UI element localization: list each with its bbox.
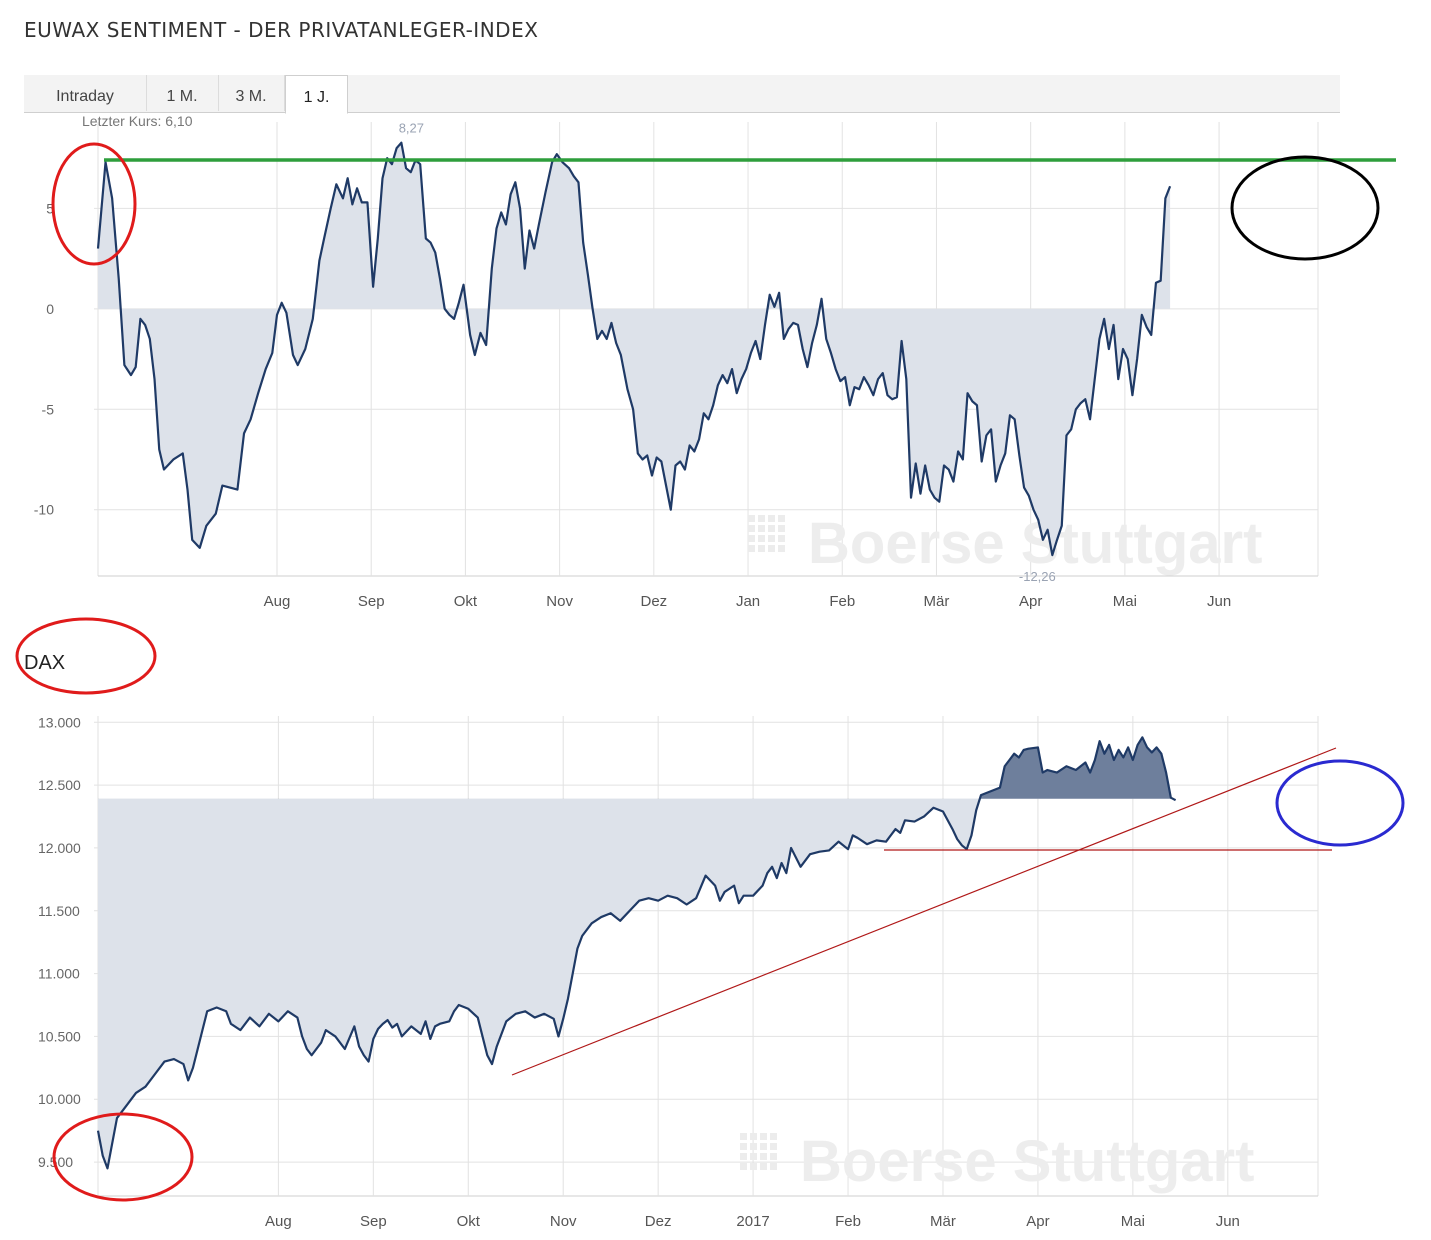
x-tick-label: Nov: [550, 1213, 577, 1230]
watermark-dot: [768, 515, 775, 522]
watermark-dot: [760, 1143, 767, 1150]
last-value-label: Letzter Kurs: 6,10: [82, 113, 193, 129]
red-ellipse-dax-low: [52, 1112, 194, 1202]
watermark-dot: [770, 1153, 777, 1160]
watermark-dot: [758, 525, 765, 532]
red-trend-line: [511, 747, 1337, 1076]
y-tick-label: 11.000: [38, 966, 80, 982]
x-tick-label: Dez: [645, 1213, 672, 1230]
watermark-dot: [750, 1163, 757, 1170]
y-tick-label: 10.000: [38, 1091, 81, 1107]
y-tick-label: 12.500: [38, 777, 81, 793]
watermark-text: Boerse Stuttgart: [808, 511, 1262, 576]
watermark-dot: [740, 1143, 747, 1150]
min-value-label: -12,26: [1019, 569, 1056, 584]
y-tick-label: 9.500: [38, 1154, 73, 1170]
x-tick-label: Jun: [1216, 1213, 1240, 1230]
watermark-dot: [768, 535, 775, 542]
watermark-dot: [760, 1133, 767, 1140]
watermark-dot: [768, 525, 775, 532]
tab-3-months[interactable]: 3 M.: [218, 75, 285, 111]
area-fill-below-baseline: [98, 798, 1176, 1169]
x-tick-label: Okt: [457, 1213, 481, 1230]
x-tick-label: Jan: [736, 593, 760, 610]
watermark-dot: [770, 1133, 777, 1140]
watermark-dot: [778, 525, 785, 532]
series-line: [96, 736, 1177, 1170]
y-tick-label: 0: [46, 301, 54, 317]
watermark-dot: [748, 545, 755, 552]
x-tick-label: Sep: [360, 1213, 387, 1230]
area-fill-above-baseline: [979, 737, 1174, 799]
red-ellipse-annotation: [51, 142, 137, 266]
watermark-dot: [770, 1163, 777, 1170]
sentiment-chart: Aug Sep Okt Nov Dez Jan Feb Mär Apr Mai Jun 5 0 -5 -10…: [34, 113, 1396, 610]
x-tick-label: 2017: [736, 1213, 769, 1230]
dax-chart-title: DAX: [24, 652, 66, 674]
watermark-dot: [750, 1143, 757, 1150]
y-tick-label: -5: [42, 401, 55, 417]
x-tick-label: Okt: [454, 593, 478, 610]
page-title: EUWAX SENTIMENT - DER PRIVATANLEGER-INDE…: [24, 18, 539, 42]
watermark-logo: [740, 1133, 777, 1170]
x-tick-label: Nov: [546, 593, 573, 610]
watermark-dot: [748, 515, 755, 522]
x-tick-label: Sep: [358, 593, 385, 610]
max-value-label: 8,27: [399, 121, 424, 136]
watermark-dot: [758, 545, 765, 552]
watermark-dot: [778, 515, 785, 522]
watermark-dot: [750, 1153, 757, 1160]
watermark-dot: [758, 515, 765, 522]
x-tick-label: Jun: [1207, 593, 1231, 610]
watermark-dot: [740, 1133, 747, 1140]
x-tick-label: Dez: [640, 593, 667, 610]
tab-intraday[interactable]: Intraday: [24, 75, 147, 111]
watermark-dot: [758, 535, 765, 542]
y-tick-label: -10: [34, 502, 54, 518]
x-tick-label: Feb: [829, 593, 855, 610]
y-tick-label: 11.500: [38, 903, 80, 919]
watermark-dot: [770, 1143, 777, 1150]
x-tick-label: Mär: [924, 593, 950, 610]
x-tick-label: Feb: [835, 1213, 861, 1230]
y-tick-label: 10.500: [38, 1028, 81, 1044]
watermark-dot: [740, 1163, 747, 1170]
area-fill: [98, 142, 1171, 556]
x-tick-label: Aug: [264, 593, 291, 610]
x-tick-label: Apr: [1026, 1213, 1049, 1230]
x-tick-label: Apr: [1019, 593, 1042, 610]
watermark-dot: [778, 545, 785, 552]
x-tick-label: Mai: [1113, 593, 1137, 610]
tab-1-month[interactable]: 1 M.: [146, 75, 219, 111]
range-tabs: Intraday 1 M. 3 M. 1 J.: [24, 75, 1340, 114]
watermark-logo: [748, 515, 785, 552]
x-tick-label: Aug: [265, 1213, 292, 1230]
x-tick-label: Mai: [1121, 1213, 1145, 1230]
watermark-text: Boerse Stuttgart: [800, 1129, 1254, 1194]
watermark-dot: [748, 535, 755, 542]
series-line: [96, 141, 1172, 557]
watermark-dot: [750, 1133, 757, 1140]
watermark-dot: [740, 1153, 747, 1160]
watermark-dot: [748, 525, 755, 532]
y-tick-label: 12.000: [38, 840, 81, 856]
watermark-dot: [760, 1153, 767, 1160]
y-tick-label: 13.000: [38, 714, 81, 730]
x-tick-label: Mär: [930, 1213, 956, 1230]
tab-1-year[interactable]: 1 J.: [285, 75, 348, 114]
watermark-dot: [768, 545, 775, 552]
y-tick-label: 5: [46, 200, 54, 216]
watermark-dot: [778, 535, 785, 542]
blue-ellipse-annotation: [1275, 759, 1405, 847]
watermark-dot: [760, 1163, 767, 1170]
black-ellipse-annotation: [1230, 155, 1380, 261]
